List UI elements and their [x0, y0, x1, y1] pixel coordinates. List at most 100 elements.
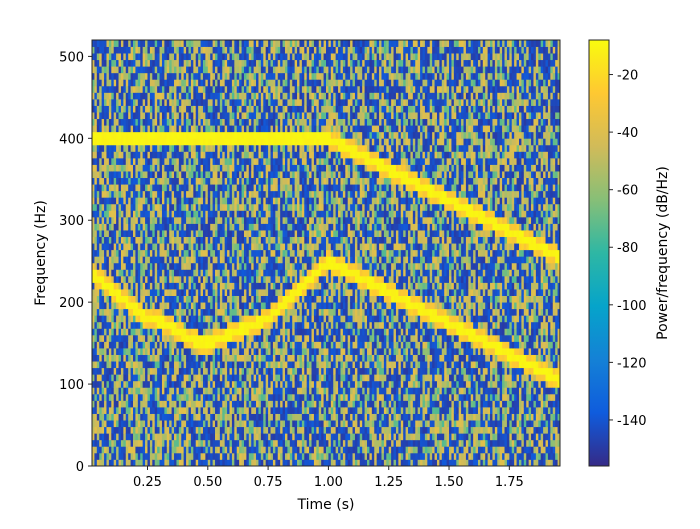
- heatmap-cell: [113, 79, 117, 87]
- heatmap-cell: [270, 151, 274, 159]
- heatmap-cell: [101, 85, 105, 93]
- heatmap-cell: [183, 367, 187, 375]
- heatmap-cell: [195, 289, 199, 296]
- heatmap-cell: [224, 400, 228, 408]
- heatmap-cell: [140, 131, 144, 139]
- heatmap-cell: [140, 262, 144, 270]
- heatmap-cell: [106, 413, 110, 421]
- heatmap-cell: [236, 328, 240, 336]
- heatmap-cell: [188, 328, 192, 336]
- heatmap-cell: [193, 79, 197, 87]
- heatmap-cell: [154, 112, 158, 120]
- heatmap-cell: [212, 197, 216, 205]
- heatmap-cell: [251, 190, 255, 198]
- heatmap-cell: [260, 439, 264, 447]
- heatmap-cell: [92, 164, 95, 172]
- heatmap-cell: [92, 249, 95, 257]
- heatmap-cell: [215, 230, 218, 238]
- heatmap-cell: [140, 315, 144, 323]
- heatmap-cell: [154, 295, 158, 303]
- heatmap-cell: [207, 190, 211, 198]
- heatmap-cell: [205, 400, 209, 408]
- heatmap-cell: [198, 210, 201, 218]
- heatmap-cell: [193, 190, 197, 198]
- heatmap-cell: [258, 46, 262, 54]
- heatmap-cell: [202, 125, 206, 133]
- heatmap-cell: [128, 275, 131, 283]
- heatmap-cell: [265, 341, 269, 349]
- heatmap-cell: [227, 413, 230, 421]
- heatmap-cell: [106, 210, 110, 218]
- heatmap-cell: [125, 459, 129, 467]
- heatmap-cell: [243, 118, 247, 126]
- heatmap-cell: [263, 426, 267, 434]
- heatmap-cell: [142, 367, 146, 375]
- heatmap-cell: [176, 413, 180, 421]
- heatmap-cell: [171, 361, 175, 369]
- heatmap-cell: [157, 177, 160, 185]
- heatmap-cell: [241, 85, 245, 93]
- heatmap-cell: [200, 459, 204, 467]
- heatmap-cell: [190, 210, 194, 218]
- heatmap-cell: [101, 243, 105, 251]
- heatmap-cell: [140, 374, 144, 382]
- heatmap-cell: [123, 269, 127, 277]
- heatmap-cell: [198, 249, 201, 257]
- heatmap-cell: [193, 452, 197, 460]
- heatmap-cell: [251, 361, 255, 369]
- heatmap-cell: [159, 426, 163, 434]
- heatmap-cell: [215, 53, 218, 61]
- heatmap-cell: [263, 315, 267, 323]
- heatmap-cell: [123, 433, 127, 441]
- heatmap-cell: [176, 125, 180, 133]
- heatmap-cell: [152, 380, 156, 388]
- heatmap-cell: [133, 413, 136, 421]
- heatmap-cell: [145, 157, 148, 165]
- heatmap-cell: [263, 216, 267, 224]
- heatmap-cell: [215, 216, 218, 224]
- heatmap-cell: [140, 105, 144, 113]
- heatmap-cell: [128, 72, 131, 80]
- heatmap-cell: [258, 203, 262, 211]
- heatmap-cell: [227, 282, 230, 290]
- heatmap-cell: [210, 275, 214, 283]
- heatmap-cell: [149, 334, 153, 342]
- heatmap-cell: [149, 315, 153, 323]
- heatmap-cell: [188, 164, 192, 172]
- heatmap-cell: [149, 262, 153, 270]
- heatmap-cell: [200, 230, 204, 238]
- heatmap-cell: [243, 374, 247, 382]
- heatmap-cell: [120, 420, 124, 428]
- heatmap-cell: [234, 72, 238, 80]
- heatmap-cell: [186, 256, 189, 264]
- heatmap-cell: [272, 361, 276, 369]
- heatmap-cell: [263, 433, 267, 441]
- heatmap-cell: [157, 223, 160, 231]
- heatmap-cell: [256, 184, 259, 192]
- heatmap-cell: [236, 164, 240, 172]
- heatmap-cell: [265, 302, 269, 310]
- heatmap-cell: [116, 439, 119, 447]
- heatmap-cell: [164, 59, 168, 67]
- heatmap-cell: [108, 236, 112, 244]
- heatmap-cell: [251, 66, 255, 74]
- heatmap-cell: [253, 118, 257, 126]
- heatmap-cell: [152, 151, 156, 159]
- heatmap-cell: [229, 348, 233, 355]
- heatmap-cell: [212, 334, 216, 342]
- heatmap-cell: [164, 354, 168, 362]
- heatmap-cell: [239, 275, 242, 283]
- heatmap-cell: [195, 374, 199, 382]
- heatmap-cell: [99, 321, 103, 329]
- heatmap-cell: [224, 387, 228, 395]
- heatmap-cell: [159, 393, 163, 401]
- heatmap-cell: [99, 334, 103, 342]
- heatmap-cell: [181, 105, 185, 113]
- heatmap-cell: [116, 53, 119, 61]
- heatmap-cell: [256, 151, 259, 159]
- heatmap-cell: [229, 420, 233, 428]
- heatmap-cell: [181, 197, 185, 205]
- heatmap-cell: [256, 171, 259, 179]
- heatmap-cell: [147, 262, 151, 270]
- heatmap-cell: [154, 53, 158, 61]
